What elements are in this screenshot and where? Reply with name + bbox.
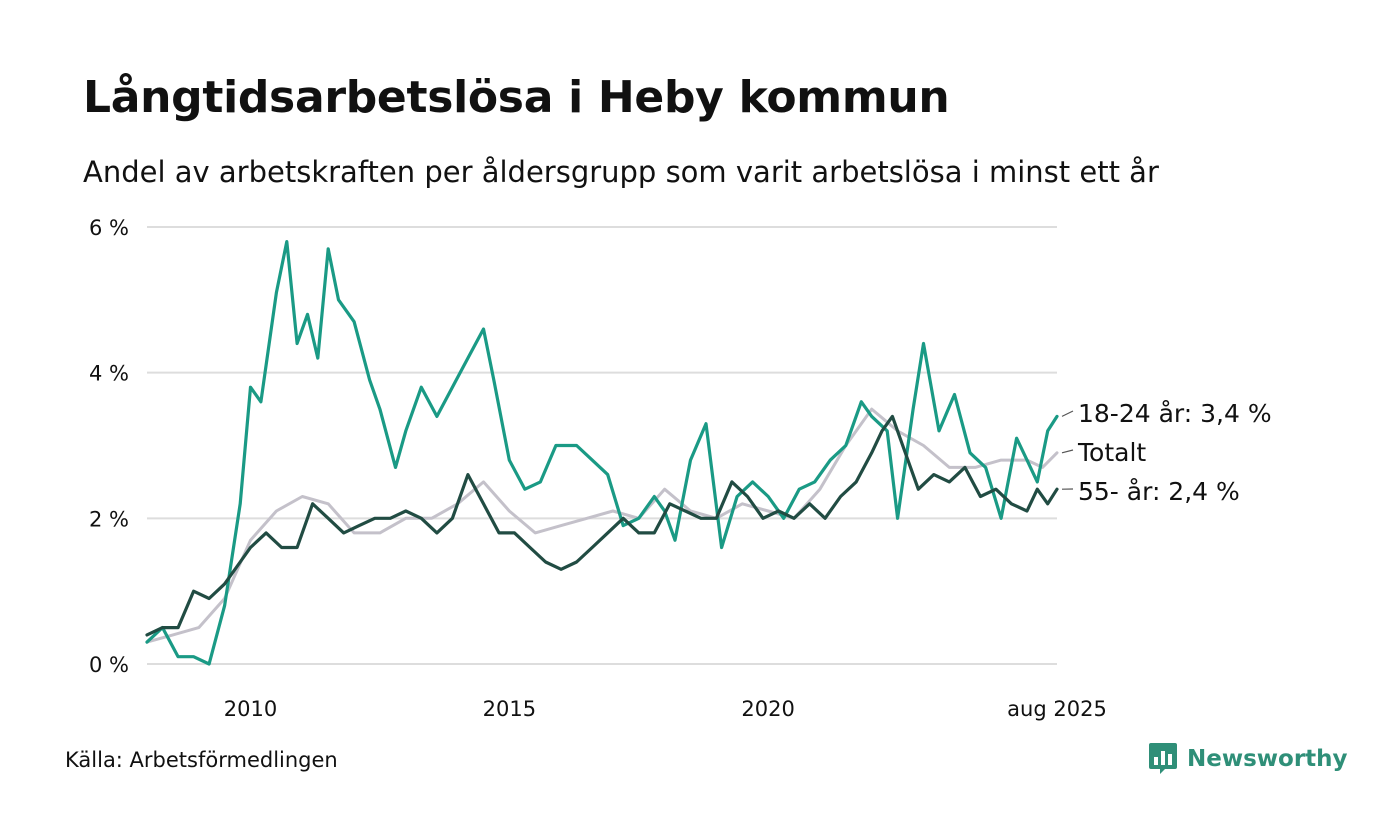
series-line-0 — [145, 407, 1059, 644]
brand-name: Newsworthy — [1187, 746, 1348, 772]
series-line-1 — [145, 240, 1059, 666]
page-title: Långtidsarbetslösa i Heby kommun — [83, 72, 950, 123]
bar-chart-icon — [1149, 743, 1177, 774]
y-axis: 0 % 2 % 4 % 6 % — [89, 216, 129, 677]
series-line-2 — [145, 414, 1059, 637]
end-label: 18-24 år: 3,4 % — [1078, 399, 1272, 428]
y-tick-label: 0 % — [89, 653, 129, 677]
y-tick-label: 6 % — [89, 216, 129, 240]
end-labels: Totalt 18-24 år: 3,4 % 55- år: 2,4 % — [1061, 399, 1272, 506]
series-layer — [145, 240, 1059, 666]
y-tick-label: 2 % — [89, 507, 129, 531]
end-label: Totalt — [1077, 438, 1146, 467]
x-tick-label: aug 2025 — [1007, 697, 1107, 721]
grid-layer — [147, 226, 1057, 665]
x-axis: 2010 2015 2020 aug 2025 — [224, 697, 1107, 721]
y-tick-label: 4 % — [89, 362, 129, 386]
end-label-leader — [1061, 449, 1074, 454]
x-tick-label: 2010 — [224, 697, 277, 721]
x-tick-label: 2020 — [741, 697, 794, 721]
source-note: Källa: Arbetsförmedlingen — [65, 748, 338, 772]
end-label: 55- år: 2,4 % — [1078, 477, 1240, 506]
brand-logo: Newsworthy — [1148, 742, 1348, 776]
x-tick-label: 2015 — [483, 697, 536, 721]
end-label-leader — [1061, 410, 1074, 417]
page-subtitle: Andel av arbetskraften per åldersgrupp s… — [83, 155, 1159, 189]
